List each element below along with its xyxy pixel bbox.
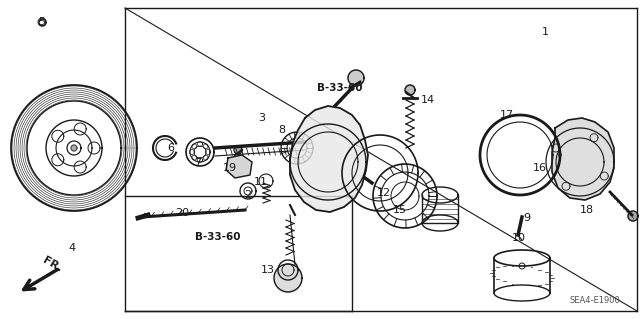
Text: 15: 15 <box>393 205 407 215</box>
Polygon shape <box>71 145 77 151</box>
Text: FR.: FR. <box>40 255 63 274</box>
Text: 16: 16 <box>533 163 547 173</box>
Text: 10: 10 <box>512 233 526 243</box>
Polygon shape <box>552 118 614 200</box>
Polygon shape <box>274 264 302 292</box>
Text: 1: 1 <box>541 27 548 37</box>
Text: B-33-60: B-33-60 <box>317 83 363 93</box>
Text: 6: 6 <box>168 143 175 153</box>
Polygon shape <box>234 146 242 154</box>
Text: 20: 20 <box>175 208 189 218</box>
Text: 2: 2 <box>244 190 252 200</box>
Polygon shape <box>405 85 415 95</box>
Text: 7: 7 <box>195 158 202 168</box>
Text: B-33-60: B-33-60 <box>195 232 241 242</box>
Text: 19: 19 <box>223 163 237 173</box>
Text: 4: 4 <box>68 243 76 253</box>
Text: 11: 11 <box>254 177 268 187</box>
Text: 14: 14 <box>421 95 435 105</box>
Polygon shape <box>282 264 294 276</box>
Text: 3: 3 <box>259 113 266 123</box>
Text: 17: 17 <box>500 110 514 120</box>
Polygon shape <box>628 211 638 221</box>
Text: 18: 18 <box>580 205 594 215</box>
Polygon shape <box>290 106 368 212</box>
Polygon shape <box>226 155 252 178</box>
Text: 8: 8 <box>278 125 285 135</box>
Text: 5: 5 <box>38 17 45 27</box>
Text: SEA4-E1900: SEA4-E1900 <box>569 296 620 305</box>
Text: 12: 12 <box>377 188 391 198</box>
Polygon shape <box>348 70 364 86</box>
Text: 13: 13 <box>261 265 275 275</box>
Text: 9: 9 <box>524 213 531 223</box>
